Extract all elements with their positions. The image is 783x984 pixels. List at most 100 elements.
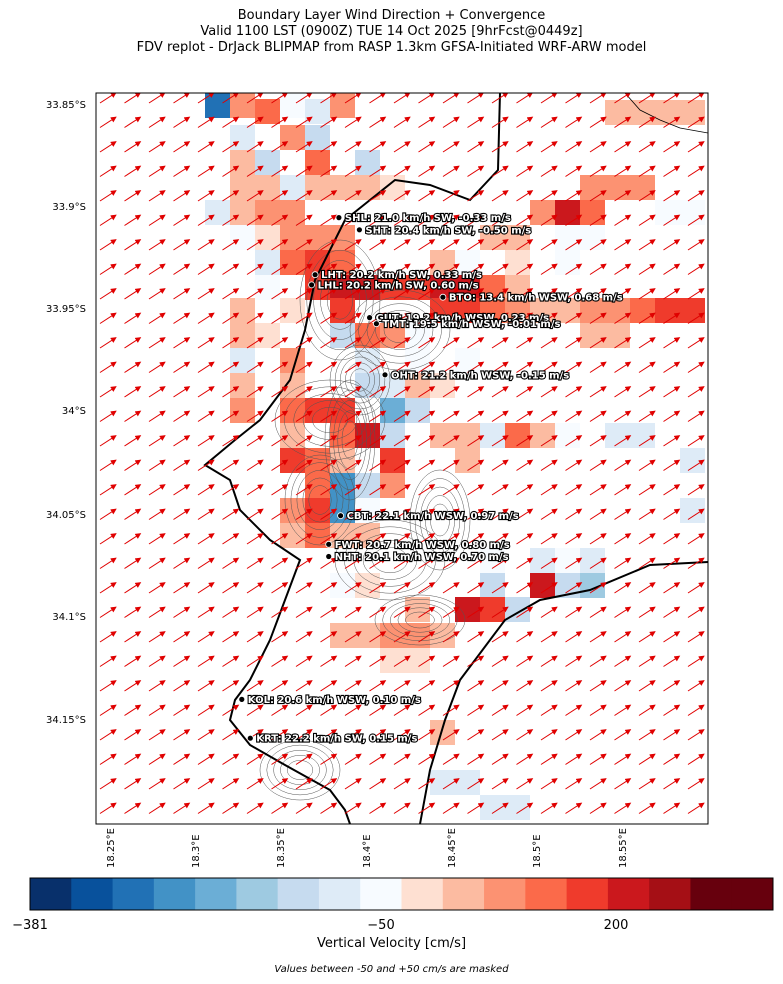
wind-arrow	[615, 142, 631, 152]
wind-arrow	[100, 705, 116, 715]
wind-arrow	[125, 607, 141, 617]
station-marker[interactable]	[367, 315, 373, 321]
terrain-contour	[287, 760, 313, 779]
velocity-cell	[280, 498, 305, 523]
lon-tick-label: 18.35°E	[276, 828, 287, 868]
wind-arrow	[223, 730, 239, 740]
wind-arrow	[639, 485, 655, 495]
wind-arrow	[590, 730, 606, 740]
wind-arrow	[541, 779, 557, 789]
wind-arrow	[100, 289, 116, 299]
wind-arrow	[590, 779, 606, 789]
velocity-cell	[530, 548, 555, 573]
wind-arrow	[223, 803, 239, 813]
wind-arrow	[125, 93, 141, 103]
station-marker[interactable]	[326, 554, 332, 560]
station-marker[interactable]	[326, 541, 332, 547]
wind-arrow	[125, 264, 141, 274]
wind-arrow	[100, 411, 116, 421]
wind-arrow	[664, 632, 680, 642]
wind-arrow	[615, 387, 631, 397]
wind-arrow	[198, 803, 214, 813]
velocity-cell	[655, 100, 680, 125]
velocity-cell	[230, 150, 255, 175]
wind-arrow	[590, 485, 606, 495]
station-marker[interactable]	[312, 272, 318, 278]
wind-arrow	[394, 583, 410, 593]
wind-arrow	[492, 485, 508, 495]
velocity-cell	[580, 225, 605, 250]
station-marker[interactable]	[338, 513, 344, 519]
wind-arrow	[223, 583, 239, 593]
velocity-cell	[405, 648, 430, 673]
wind-arrow	[443, 803, 459, 813]
wind-arrow	[517, 166, 533, 176]
wind-arrow	[566, 485, 582, 495]
wind-arrow	[100, 436, 116, 446]
station-marker[interactable]	[373, 321, 379, 327]
wind-arrow	[174, 485, 190, 495]
wind-arrow	[688, 142, 704, 152]
station-marker[interactable]	[239, 696, 245, 702]
wind-arrow	[639, 264, 655, 274]
wind-arrow	[443, 754, 459, 764]
wind-arrow	[688, 705, 704, 715]
station-marker[interactable]	[247, 735, 253, 741]
wind-arrow	[100, 730, 116, 740]
wind-arrow	[664, 460, 680, 470]
wind-arrow	[566, 191, 582, 201]
wind-arrow	[223, 289, 239, 299]
station-marker[interactable]	[309, 282, 315, 288]
wind-arrow	[590, 705, 606, 715]
wind-arrow	[517, 632, 533, 642]
wind-arrow	[590, 117, 606, 127]
wind-arrow	[688, 632, 704, 642]
wind-arrow	[541, 485, 557, 495]
wind-arrow	[370, 607, 386, 617]
wind-arrow	[443, 117, 459, 127]
wind-arrow	[688, 362, 704, 372]
wind-arrow	[443, 411, 459, 421]
station-marker[interactable]	[440, 294, 446, 300]
velocity-cell	[655, 200, 680, 225]
station-marker[interactable]	[336, 215, 342, 221]
wind-arrow	[370, 779, 386, 789]
wind-arrow	[149, 338, 165, 348]
wind-arrow	[664, 656, 680, 666]
wind-arrow	[541, 142, 557, 152]
wind-arrow	[296, 681, 312, 691]
wind-arrow	[125, 411, 141, 421]
wind-arrow	[541, 191, 557, 201]
velocity-cell	[230, 175, 255, 200]
wind-arrow	[125, 166, 141, 176]
wind-arrow	[149, 656, 165, 666]
wind-arrow	[590, 93, 606, 103]
wind-arrow	[223, 509, 239, 519]
wind-arrow	[272, 656, 288, 666]
velocity-cell	[655, 298, 680, 323]
velocity-cell	[205, 200, 230, 225]
wind-arrow	[296, 803, 312, 813]
wind-arrow	[541, 93, 557, 103]
wind-arrow	[174, 534, 190, 544]
wind-arrow	[174, 289, 190, 299]
wind-arrow	[174, 240, 190, 250]
wind-arrow	[688, 387, 704, 397]
wind-arrow	[419, 117, 435, 127]
wind-arrow	[174, 264, 190, 274]
wind-arrow	[541, 705, 557, 715]
station-marker[interactable]	[382, 372, 388, 378]
wind-arrow	[639, 656, 655, 666]
wind-arrow	[590, 387, 606, 397]
wind-arrow	[125, 117, 141, 127]
wind-arrow	[664, 730, 680, 740]
wind-arrow	[688, 607, 704, 617]
station-label: SHL: 21.0 km/h SW, -0.33 m/s	[345, 213, 511, 224]
wind-arrow	[615, 362, 631, 372]
velocity-cell	[255, 175, 280, 200]
wind-arrow	[688, 656, 704, 666]
wind-arrow	[321, 656, 337, 666]
wind-arrow	[174, 803, 190, 813]
station-marker[interactable]	[356, 227, 362, 233]
velocity-cell	[305, 99, 330, 124]
